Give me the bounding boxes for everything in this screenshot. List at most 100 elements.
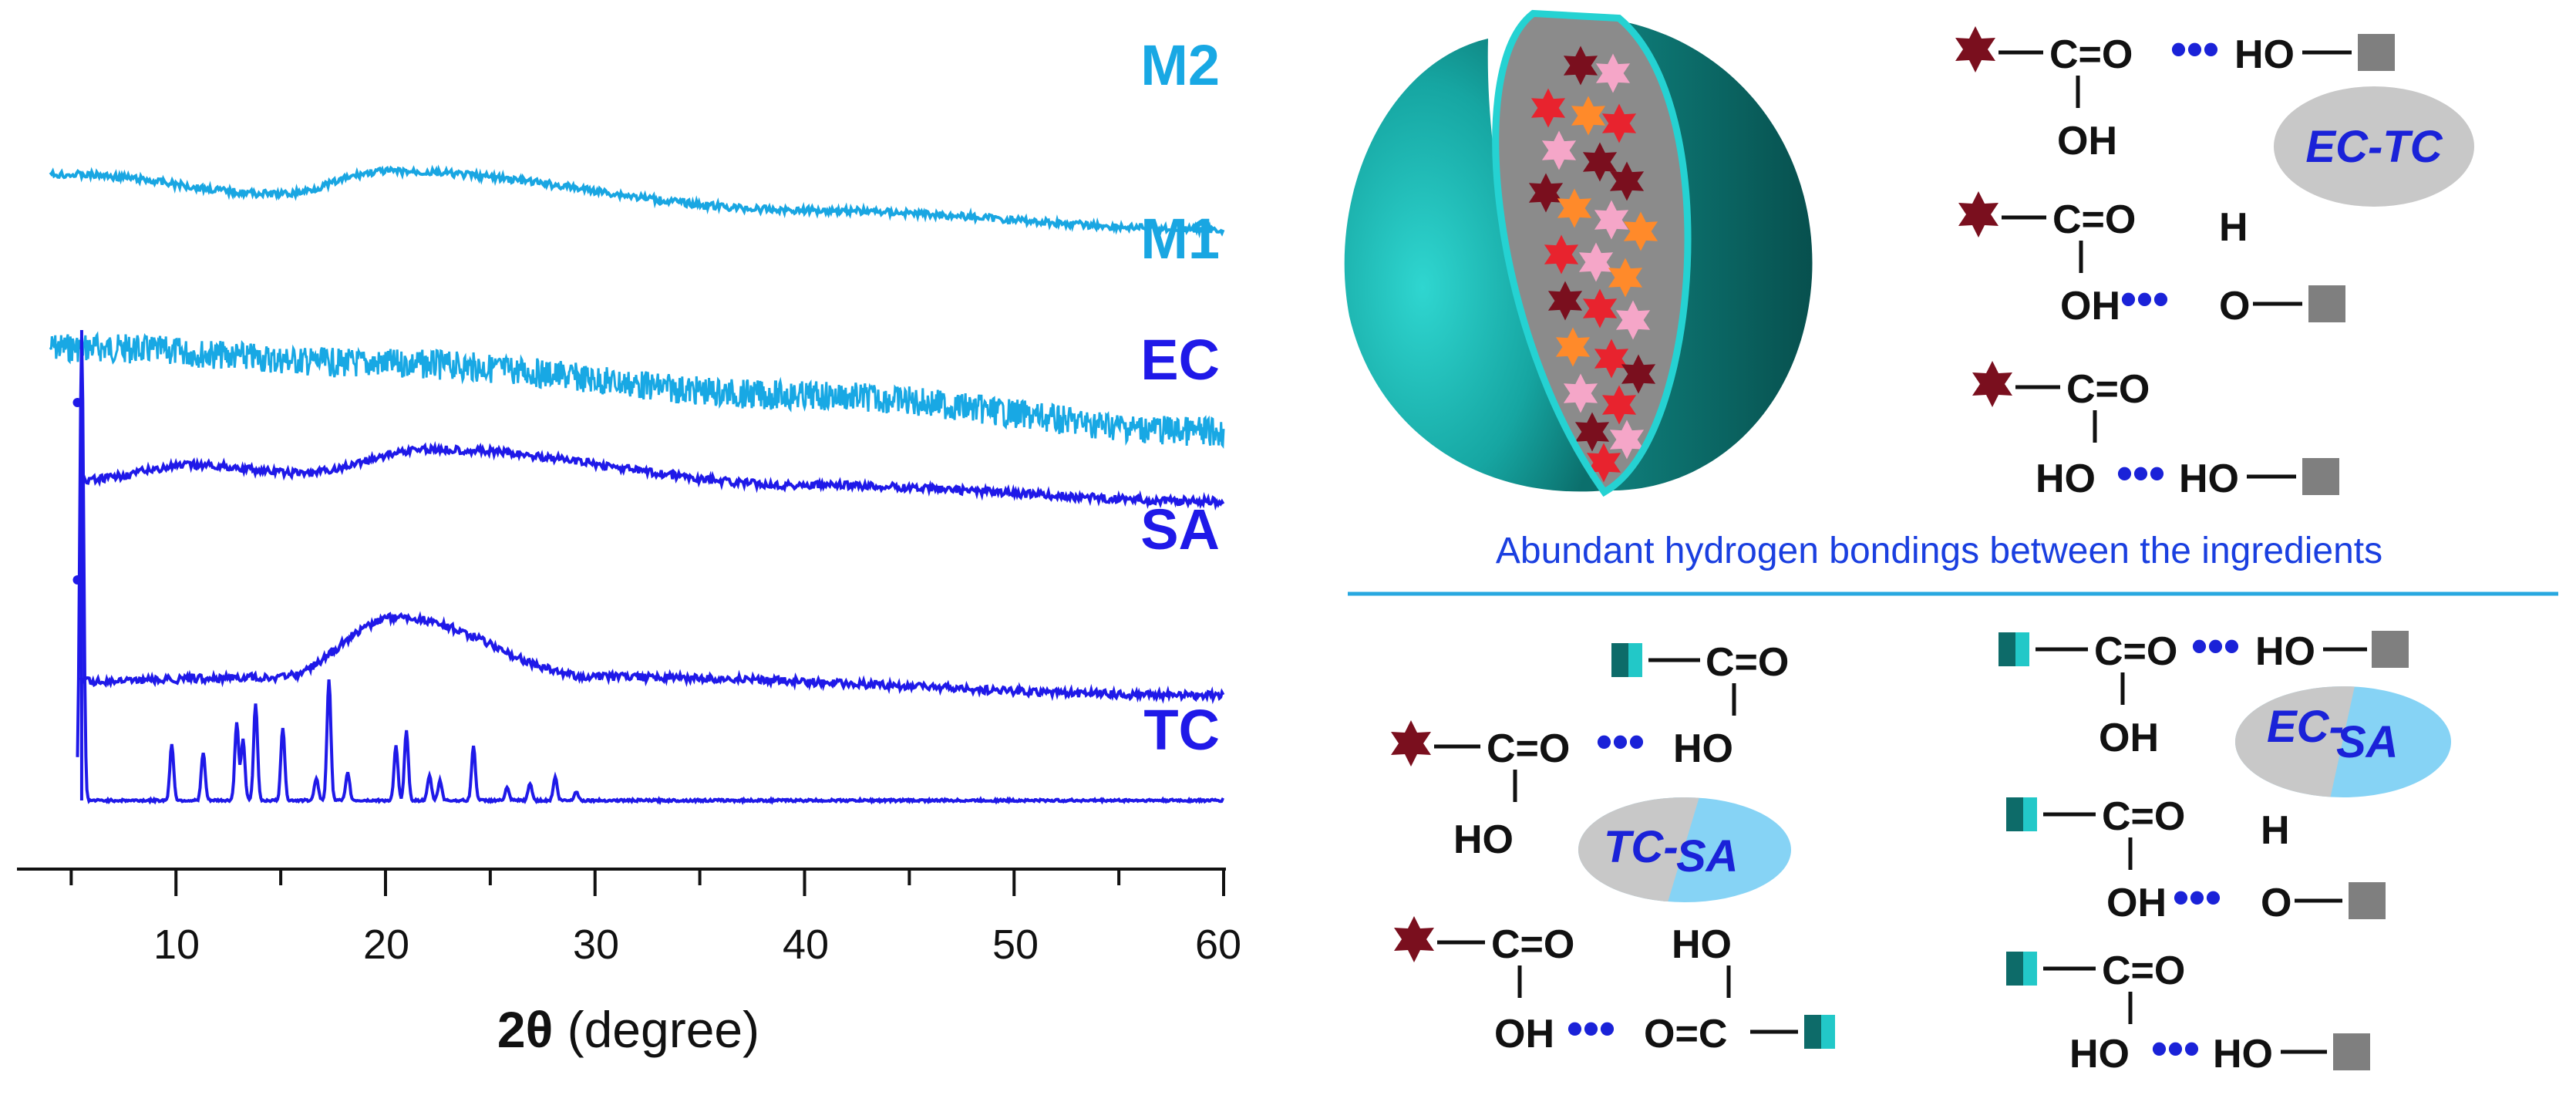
hydroxyl-label: HO (1672, 922, 1732, 967)
tc-sa-label-right: SA (1676, 831, 1739, 881)
hbond-dots: ••• (2151, 1023, 2200, 1074)
sa-block-icon (2006, 952, 2037, 986)
diagram-caption: Abundant hydrogen bondings between the i… (1496, 531, 2382, 571)
x-tick-label: 50 (992, 922, 1039, 968)
series-start-mark-sa (72, 575, 82, 585)
drug-star-icon (1621, 354, 1656, 394)
carbonyl-label: C=O (1487, 726, 1570, 771)
ec-block-icon (2333, 1033, 2370, 1070)
series-start-mark-ec (72, 398, 82, 407)
sa-block-icon (1804, 1015, 1835, 1049)
hbond-dots: ••• (1567, 1002, 1615, 1054)
xrd-chart: M2 M1 EC SA TC 10 20 30 40 50 60 2θ (degree) (17, 33, 1241, 1058)
hydroxyl-label: HO (1453, 817, 1514, 862)
hbond-dots: ••• (1596, 716, 1645, 767)
x-tick-label: 60 (1195, 922, 1241, 968)
sa-block-icon (1999, 632, 2029, 666)
carbonyl-label: C=O (2102, 949, 2185, 993)
drug-star-icon (1582, 142, 1618, 182)
tc-star-icon (1955, 26, 1995, 72)
ec-sa-oval: EC- SA (2235, 686, 2451, 797)
carbonyl-label: C=O (2066, 367, 2150, 412)
tc-sa-oval: TC- SA (1578, 797, 1791, 902)
hbond-dots: ••• (2191, 620, 2240, 672)
ec-tc-label: EC-TC (2305, 122, 2443, 172)
oxygen-label: O (2219, 284, 2250, 329)
series-line-ec (79, 440, 1225, 511)
x-tick-label: 30 (573, 922, 619, 968)
series-label-tc: TC (1143, 698, 1220, 762)
drug-star-icon (1586, 443, 1621, 483)
tc-sa-label-left: TC- (1604, 822, 1679, 872)
ec-tc-oval (2274, 86, 2474, 207)
series-label-m2: M2 (1140, 33, 1220, 97)
ec-sa-label-left: EC- (2267, 702, 2344, 752)
drug-star-icon (1601, 103, 1637, 143)
series-label-ec: EC (1140, 328, 1220, 392)
carbonyl-label: C=O (2049, 32, 2133, 77)
carbonyl-label: C=O (2102, 794, 2185, 839)
x-tick-labels: 10 20 30 40 50 60 (153, 922, 1241, 968)
microsphere-illustration (1344, 9, 1813, 497)
ec-block-icon (2308, 285, 2345, 322)
x-tick-label: 20 (363, 922, 409, 968)
x-tick-label: 40 (783, 922, 829, 968)
ec-block-icon (2302, 458, 2339, 495)
hbond-dots: ••• (2170, 23, 2219, 75)
hydroxyl-label: HO (1673, 726, 1733, 771)
sphere-right-shell (1550, 15, 1813, 491)
ec-block-icon (2358, 34, 2395, 71)
drug-stars (1528, 45, 1658, 483)
drug-star-icon (1578, 242, 1614, 282)
drug-star-icon (1609, 420, 1645, 460)
series-line-m2 (49, 331, 1225, 449)
ec-tc-bonding-group: C=O OH ••• HO EC-TC C=O OH H ••• O C=O H… (1955, 23, 2474, 501)
drug-star-icon (1609, 161, 1645, 201)
carboxyl-label: O=C (1644, 1012, 1727, 1056)
ec-block-icon (2372, 631, 2409, 668)
series-line-tc (76, 337, 1224, 806)
drug-star-icon (1594, 339, 1629, 379)
ec-sa-label-right: SA (2336, 717, 2399, 767)
series-layer (49, 164, 1225, 806)
drug-star-icon (1595, 53, 1631, 93)
drug-star-icon (1615, 300, 1651, 340)
hydroxyl-label: HO (2036, 457, 2096, 501)
hydroxyl-label: HO (2234, 32, 2295, 77)
tc-star-icon (1394, 916, 1434, 962)
tc-star-icon (1391, 720, 1431, 767)
tc-star-icon (1958, 191, 1999, 238)
series-labels: M2 M1 EC SA TC (1140, 33, 1220, 762)
hydroxyl-label: OH (2099, 716, 2159, 760)
x-axis-title-symbol: 2θ (497, 1001, 553, 1058)
sa-block-icon (1611, 643, 1642, 677)
drug-star-icon (1555, 327, 1591, 367)
drug-star-icon (1563, 45, 1598, 86)
drug-star-icon (1571, 96, 1606, 136)
carbonyl-label: C=O (2052, 197, 2136, 242)
hydroxyl-label: OH (2057, 119, 2117, 163)
ec-block-icon (2349, 882, 2386, 919)
hydrogen-label: H (2261, 808, 2290, 853)
series-line-m1 (49, 164, 1225, 238)
hydroxyl-label: OH (1494, 1012, 1554, 1056)
drug-star-icon (1601, 385, 1637, 425)
drug-star-icon (1530, 88, 1566, 128)
oxygen-label: O (2261, 881, 2291, 925)
hbond-dots: ••• (2173, 871, 2221, 923)
x-axis-title: 2θ (degree) (497, 1001, 759, 1058)
drug-star-icon (1608, 258, 1643, 298)
x-ticks (69, 869, 1225, 896)
drug-star-icon (1594, 200, 1629, 240)
drug-star-icon (1544, 234, 1579, 275)
series-line-sa (78, 611, 1225, 705)
hydroxyl-label: HO (2213, 1032, 2273, 1077)
x-axis-title-unit: (degree) (553, 1001, 759, 1058)
ec-sa-bonding-group: C=O OH ••• HO EC- SA C=O OH H ••• O C=O … (1999, 620, 2451, 1077)
tc-star-icon (1972, 361, 2012, 407)
drug-star-icon (1557, 188, 1592, 228)
series-label-m1: M1 (1140, 207, 1220, 271)
drug-star-icon (1547, 281, 1583, 321)
series-label-sa: SA (1140, 497, 1220, 561)
hydroxyl-label: OH (2106, 881, 2167, 925)
